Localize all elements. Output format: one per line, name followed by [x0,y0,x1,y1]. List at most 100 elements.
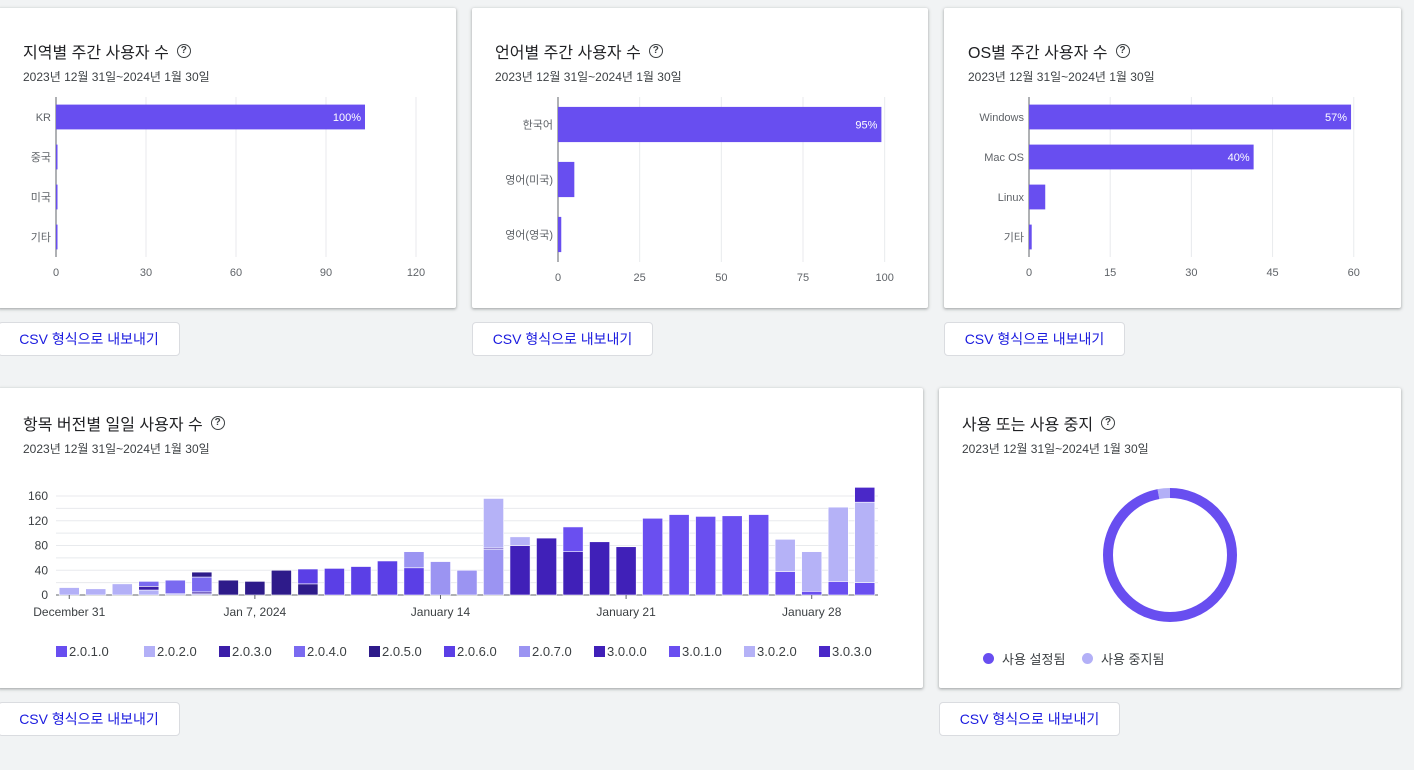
os-date-range: 2023년 12월 31일~2024년 1월 30일 [968,70,1155,84]
data-label: 95% [855,120,877,132]
y-tick-label: 0 [41,588,48,602]
version-chart: 0 40 80 120 160 December 31 Jan 7, 2024 January… [28,487,878,619]
os-chart: 0 15 30 45 60 Windows 57% Mac OS 40% Linux 기타 [979,97,1360,279]
help-icon[interactable]: ? [648,44,663,58]
stacked-bar-segment [430,561,451,596]
legend-disabled-label: 사용 중지됨 [1101,652,1165,667]
stacked-bar-segment [111,583,133,596]
region-card-title: 지역별 주간 사용자 수 ? [23,39,191,63]
legend-label: 2.0.1.0 [69,644,109,659]
category-label: Mac OS [984,152,1024,164]
legend-enabled: 사용 설정됨 [983,649,1065,668]
legend-label: 2.0.7.0 [532,644,572,659]
stacked-bar-segment [748,514,770,596]
stacked-bar-segment [191,571,213,578]
stacked-bar-segment [85,588,107,596]
enabled-donut-chart [1103,488,1237,622]
bar [558,106,882,143]
stacked-bar-segment [138,581,160,587]
x-tick-label: Jan 7, 2024 [224,605,287,619]
data-label: 57% [1325,112,1347,124]
legend-label: 2.0.2.0 [157,644,197,659]
stacked-bar-segment [509,545,531,596]
help-icon[interactable]: ? [176,44,191,58]
category-label: 영어(미국) [505,174,553,187]
legend-item: 2.0.7.0 [519,644,572,659]
help-icon[interactable]: ? [1101,416,1116,430]
region-date-range: 2023년 12월 31일~2024년 1월 30일 [23,70,210,84]
version-card-title: 항목 버전별 일일 사용자 수 ? [23,411,225,435]
language-title-text: 언어별 주간 사용자 수 [495,45,641,62]
enabled-card-title: 사용 또는 사용 중지 ? [962,411,1116,435]
bar [56,184,58,210]
legend-swatch [744,646,755,657]
legend-item: 3.0.0.0 [594,644,647,659]
legend-disabled: 사용 중지됨 [1082,649,1164,668]
x-tick-label: 60 [1348,267,1360,279]
enabled-csv-export-button[interactable]: CSV 형식으로 내보내기 [939,702,1120,736]
legend-label: 3.0.1.0 [682,644,722,659]
y-tick-label: 40 [35,563,49,577]
stacked-bar-segment [642,517,663,596]
legend-swatch [444,646,455,657]
os-csv-export-button[interactable]: CSV 형식으로 내보내기 [944,322,1125,356]
x-tick-label: 45 [1266,267,1278,279]
version-title-text: 항목 버전별 일일 사용자 수 [23,417,203,434]
legend-swatch [219,646,230,657]
version-csv-export-button[interactable]: CSV 형식으로 내보내기 [0,702,180,736]
bar [1029,104,1352,130]
stacked-bar-segment [721,515,743,596]
category-label: 한국어 [523,119,553,132]
category-label: KR [36,112,51,124]
stacked-bar-segment [589,541,610,596]
category-label: 중국 [31,152,51,164]
enabled-dot-icon [983,653,994,664]
disabled-dot-icon [1082,653,1093,664]
stacked-bar-segment [350,566,372,596]
stacked-bar-segment [403,567,425,596]
legend-swatch [369,646,380,657]
stacked-bar-segment [138,586,160,591]
legend-swatch [519,646,530,657]
stacked-bar-segment [456,569,478,596]
stacked-bar-segment [774,539,796,572]
category-label: 기타 [1004,231,1024,244]
stacked-bar-segment [403,551,425,569]
region-card: 지역별 주간 사용자 수 ? 2023년 12월 31일~2024년 1월 30… [0,8,456,308]
x-tick-label: 100 [875,272,893,284]
stacked-bar-segment [801,590,823,596]
x-tick-label: 0 [555,272,561,284]
enabled-card: 사용 또는 사용 중지 ? 2023년 12월 31일~2024년 1월 30일… [939,388,1401,688]
legend-swatch [294,646,305,657]
x-tick-label: 60 [230,267,242,279]
version-card: 항목 버전별 일일 사용자 수 ? 2023년 12월 31일~2024년 1월… [0,388,923,688]
region-csv-export-button[interactable]: CSV 형식으로 내보내기 [0,322,180,356]
stacked-bar-segment [483,498,504,549]
language-chart: 0 25 50 75 100 한국어 95% 영어(미국) 영어(영국) [505,97,894,284]
legend-swatch [669,646,680,657]
category-label: 미국 [31,191,51,204]
donut-slice [1103,488,1237,622]
legend-swatch [819,646,830,657]
stacked-bar-segment [58,587,80,596]
category-label: Windows [979,112,1024,124]
legend-item: 3.0.1.0 [669,644,722,659]
stacked-bar-segment [827,506,849,582]
legend-label: 3.0.2.0 [757,644,797,659]
y-tick-label: 160 [28,489,48,503]
stacked-bar-segment [536,537,557,596]
help-icon[interactable]: ? [210,416,225,430]
x-tick-label: 0 [53,267,59,279]
legend-label: 3.0.0.0 [607,644,647,659]
help-icon[interactable]: ? [1115,44,1130,58]
x-tick-label: January 28 [782,605,842,619]
legend-item: 2.0.6.0 [444,644,497,659]
data-label: 40% [1228,152,1250,164]
stacked-bar-segment [377,560,398,596]
os-title-text: OS별 주간 사용자 수 [968,45,1108,62]
language-card: 언어별 주간 사용자 수 ? 2023년 12월 31일~2024년 1월 30… [472,8,928,308]
x-tick-label: December 31 [33,605,105,619]
category-label: 영어(영국) [505,229,553,242]
language-csv-export-button[interactable]: CSV 형식으로 내보내기 [472,322,653,356]
